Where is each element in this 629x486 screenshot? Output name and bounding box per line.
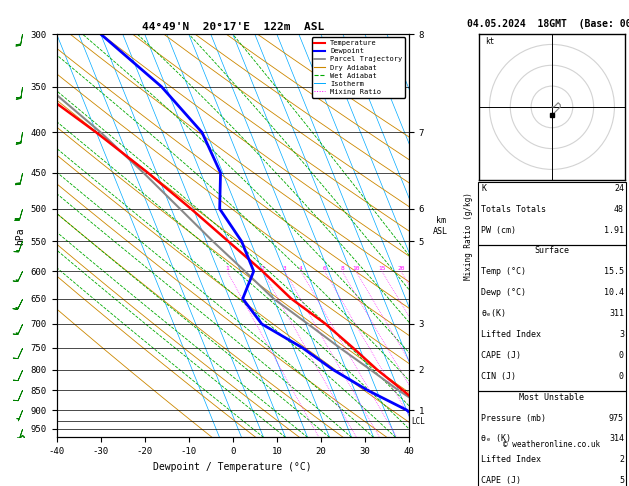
Text: LCL: LCL (411, 417, 425, 426)
Text: 6: 6 (323, 266, 326, 271)
Text: Temp (°C): Temp (°C) (481, 267, 526, 277)
Text: 2: 2 (261, 266, 265, 271)
Text: 20: 20 (397, 266, 404, 271)
Text: 314: 314 (609, 434, 624, 444)
Text: Pressure (mb): Pressure (mb) (481, 414, 546, 423)
Text: Most Unstable: Most Unstable (520, 393, 584, 402)
Text: Lifted Index: Lifted Index (481, 455, 541, 465)
Text: 0: 0 (619, 372, 624, 381)
Text: PW (cm): PW (cm) (481, 226, 516, 235)
Legend: Temperature, Dewpoint, Parcel Trajectory, Dry Adiabat, Wet Adiabat, Isotherm, Mi: Temperature, Dewpoint, Parcel Trajectory… (311, 37, 405, 98)
Text: © weatheronline.co.uk: © weatheronline.co.uk (503, 440, 601, 449)
Text: 0: 0 (619, 351, 624, 360)
Text: θₑ (K): θₑ (K) (481, 434, 511, 444)
Text: CAPE (J): CAPE (J) (481, 476, 521, 486)
Text: CAPE (J): CAPE (J) (481, 351, 521, 360)
Text: Mixing Ratio (g/kg): Mixing Ratio (g/kg) (464, 192, 473, 279)
Text: 311: 311 (609, 309, 624, 318)
Title: 44°49'N  20°17'E  122m  ASL: 44°49'N 20°17'E 122m ASL (142, 22, 324, 32)
Text: Dewp (°C): Dewp (°C) (481, 288, 526, 297)
Text: 15: 15 (378, 266, 386, 271)
Text: kt: kt (486, 37, 494, 47)
Text: 3: 3 (619, 330, 624, 339)
Text: Lifted Index: Lifted Index (481, 330, 541, 339)
Y-axis label: hPa: hPa (15, 227, 25, 244)
Y-axis label: km
ASL: km ASL (433, 216, 448, 236)
Text: 15.5: 15.5 (604, 267, 624, 277)
Text: 1: 1 (225, 266, 229, 271)
Text: θₑ(K): θₑ(K) (481, 309, 506, 318)
Text: 4: 4 (299, 266, 303, 271)
Text: 24: 24 (614, 184, 624, 193)
Text: 8: 8 (340, 266, 344, 271)
Text: 04.05.2024  18GMT  (Base: 00): 04.05.2024 18GMT (Base: 00) (467, 19, 629, 29)
Text: Surface: Surface (535, 246, 569, 256)
Text: 5: 5 (619, 476, 624, 486)
Text: 1.91: 1.91 (604, 226, 624, 235)
Text: 10.4: 10.4 (604, 288, 624, 297)
Text: K: K (481, 184, 486, 193)
X-axis label: Dewpoint / Temperature (°C): Dewpoint / Temperature (°C) (153, 462, 312, 472)
Text: 975: 975 (609, 414, 624, 423)
Text: 3: 3 (283, 266, 287, 271)
Text: 2: 2 (619, 455, 624, 465)
Text: 48: 48 (614, 205, 624, 214)
Text: CIN (J): CIN (J) (481, 372, 516, 381)
Text: Totals Totals: Totals Totals (481, 205, 546, 214)
Text: 10: 10 (352, 266, 360, 271)
